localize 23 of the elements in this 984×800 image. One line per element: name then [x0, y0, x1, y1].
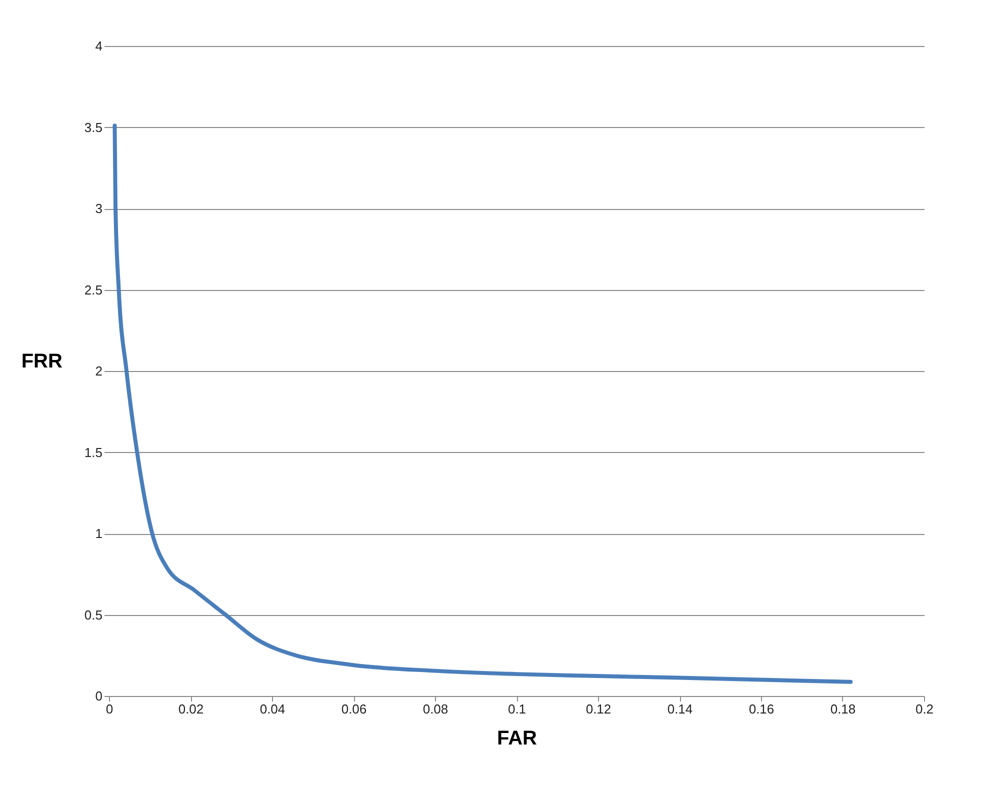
x-axis-title: FAR	[497, 728, 538, 750]
x-tick-label: 0.2	[915, 702, 934, 716]
x-tick-label: 0.18	[830, 702, 856, 716]
y-tick-label: 0.5	[84, 607, 102, 622]
x-tick-label: 0.04	[260, 702, 286, 716]
y-tick-label: 0	[95, 688, 102, 704]
y-tick-label: 1	[95, 526, 102, 541]
y-tick-label: 2	[95, 364, 102, 378]
y-tick-label: 3.5	[84, 120, 102, 135]
x-tick-label: 0.14	[667, 702, 693, 716]
x-tick-label: 0	[106, 702, 114, 716]
y-axis-title: FRR	[21, 350, 63, 372]
y-tick-label: 2.5	[84, 282, 102, 298]
y-tick-label: 4	[95, 38, 102, 54]
x-tick-label: 0.06	[341, 702, 367, 716]
x-tick-label: 0.16	[748, 702, 774, 716]
line-series	[112, 124, 853, 684]
y-tick-label: 1.5	[84, 444, 102, 460]
x-tick-label: 0.1	[508, 702, 526, 716]
x-tick-label: 0.02	[178, 702, 204, 716]
x-tick-label: 0.12	[586, 702, 612, 716]
y-tick-label: 3	[95, 201, 102, 216]
x-tick-label: 0.08	[422, 702, 448, 716]
